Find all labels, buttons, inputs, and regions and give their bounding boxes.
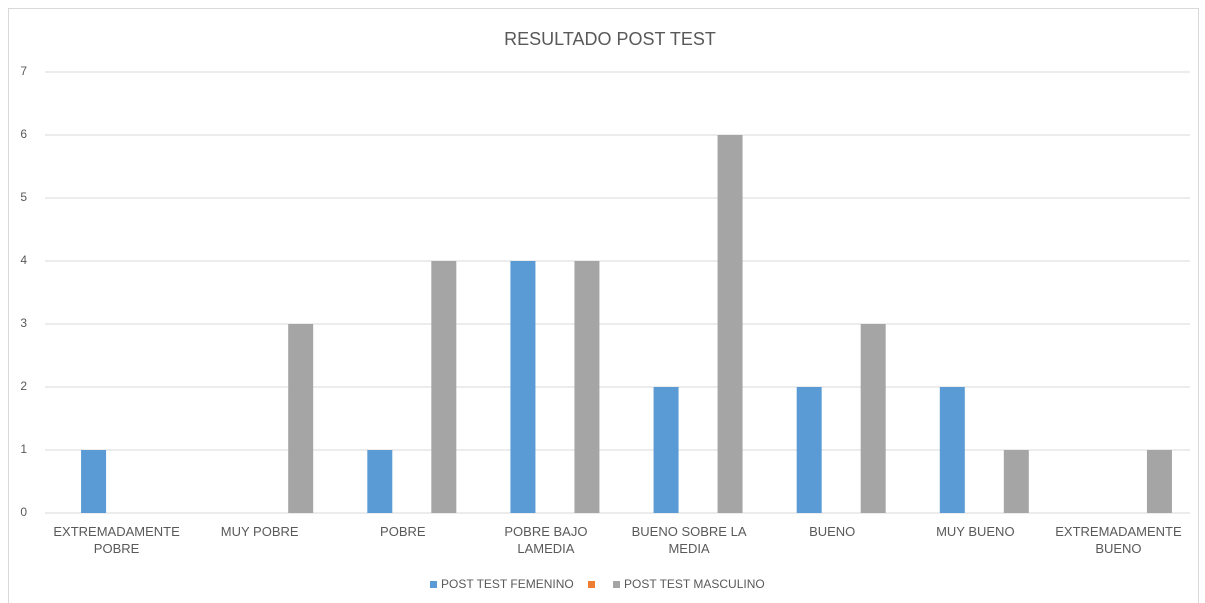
bar (717, 135, 743, 513)
bar (367, 450, 393, 513)
x-tick-label: MUY POBRE (220, 524, 299, 539)
legend-swatch (588, 581, 595, 588)
legend-swatch (430, 581, 437, 588)
bar (81, 450, 107, 513)
x-tick-label: POBRE BAJO LAMEDIA (504, 524, 588, 556)
x-tick-label: EXTREMADAMENTE POBRE (53, 524, 180, 556)
chart-border (8, 8, 1199, 603)
bar (796, 387, 822, 513)
y-tick-label: 5 (20, 190, 27, 204)
y-tick-label: 2 (20, 379, 27, 393)
bar (653, 387, 679, 513)
y-tick-label: 1 (20, 442, 27, 456)
legend-swatch (613, 581, 620, 588)
y-tick-label: 0 (20, 505, 27, 519)
y-tick-label: 6 (20, 127, 27, 141)
x-tick-label: POBRE (380, 524, 426, 539)
x-tick-label: BUENO SOBRE LA MEDIA (631, 524, 747, 556)
bar (574, 261, 600, 513)
bar (939, 387, 965, 513)
x-tick-label: EXTREMADAMENTE BUENO (1055, 524, 1182, 556)
bar (1146, 450, 1172, 513)
bar (431, 261, 457, 513)
y-tick-label: 7 (20, 64, 27, 78)
bar (1003, 450, 1029, 513)
legend-label: POST TEST MASCULINO (624, 577, 765, 591)
y-tick-label: 3 (20, 316, 27, 330)
x-tick-label: MUY BUENO (936, 524, 1015, 539)
bar (510, 261, 536, 513)
legend-label: POST TEST FEMENINO (441, 577, 574, 591)
bar (288, 324, 314, 513)
chart-title: RESULTADO POST TEST (504, 29, 716, 49)
y-tick-label: 4 (20, 253, 27, 267)
bar (860, 324, 886, 513)
x-tick-label: BUENO (809, 524, 856, 539)
